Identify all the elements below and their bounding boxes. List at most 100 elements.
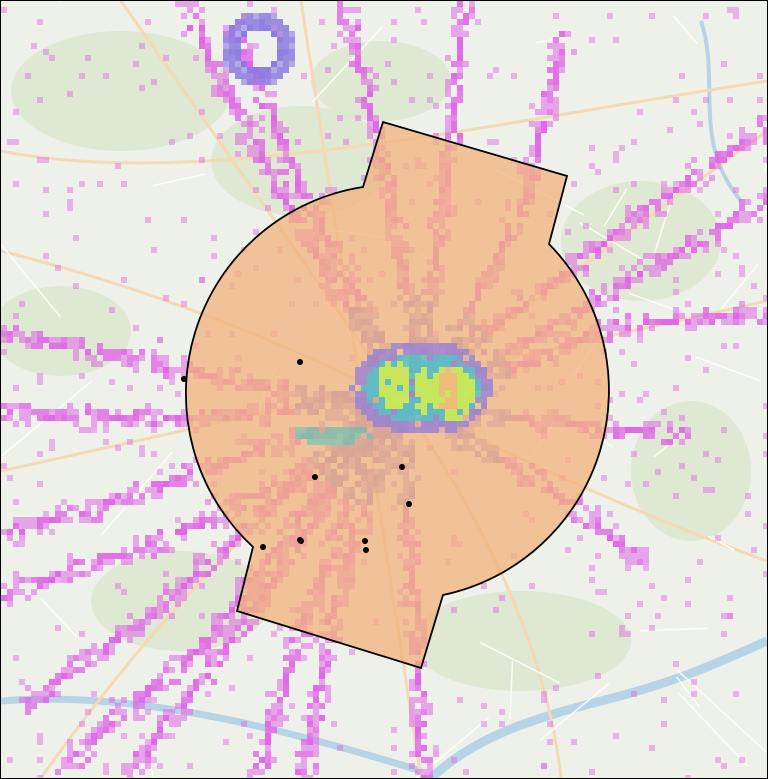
track-cell (295, 649, 301, 655)
track-cell (19, 523, 25, 529)
track-cell (193, 649, 199, 655)
track-cell (409, 703, 415, 709)
track-cell (271, 115, 277, 121)
track-cell (55, 517, 61, 523)
track-cell (583, 247, 589, 253)
track-cell (643, 421, 649, 427)
track-cell (553, 37, 559, 43)
track-cell (301, 775, 307, 778)
track-cell (205, 61, 211, 67)
track-cell (325, 649, 331, 655)
track-cell (163, 373, 169, 379)
track-cell (277, 193, 283, 199)
track-cell (169, 367, 175, 373)
track-cell (415, 715, 421, 721)
track-cell (277, 697, 283, 703)
track-cell (211, 541, 217, 547)
track-cell (7, 331, 13, 337)
track-cell (451, 31, 457, 37)
track-cell (457, 19, 463, 25)
track-cell (157, 361, 163, 367)
track-cell (271, 181, 277, 187)
track-cell (139, 493, 145, 499)
track-cell (241, 49, 247, 55)
track-cell (217, 625, 223, 631)
track-cell (265, 751, 271, 757)
track-cell (625, 283, 631, 289)
track-cell (607, 325, 613, 331)
track-cell (85, 355, 91, 361)
track-cell (679, 427, 685, 433)
track-cell (115, 637, 121, 643)
track-cell (409, 715, 415, 721)
track-cell (121, 763, 127, 769)
track-cell (313, 703, 319, 709)
track-cell (127, 769, 133, 775)
track-cell (211, 655, 217, 661)
track-cell (151, 355, 157, 361)
track-cell (67, 655, 73, 661)
track-cell (271, 127, 277, 133)
track-cell (553, 97, 559, 103)
track-cell (625, 559, 631, 565)
track-cell (133, 631, 139, 637)
track-cell (199, 43, 205, 49)
track-cell (157, 715, 163, 721)
track-cell (43, 517, 49, 523)
track-cell (415, 709, 421, 715)
track-cell (277, 715, 283, 721)
track-cell (181, 589, 187, 595)
track-cell (277, 133, 283, 139)
track-cell (211, 613, 217, 619)
track-cell (607, 295, 613, 301)
track-cell (667, 421, 673, 427)
track-cell (211, 649, 217, 655)
track-cell (307, 193, 313, 199)
track-cell (631, 265, 637, 271)
track-cell (463, 13, 469, 19)
track-cell (157, 613, 163, 619)
track-cell (217, 547, 223, 553)
track-cell (223, 85, 229, 91)
track-cell (169, 679, 175, 685)
track-cell (733, 307, 739, 313)
track-cell (361, 97, 367, 103)
track-cell (97, 721, 103, 727)
track-cell (151, 415, 157, 421)
track-cell (709, 175, 715, 181)
track-cell (151, 349, 157, 355)
track-cell (415, 697, 421, 703)
track-cell (745, 217, 751, 223)
track-cell (613, 289, 619, 295)
track-cell (457, 139, 463, 145)
track-cell (37, 529, 43, 535)
track-cell (619, 283, 625, 289)
track-cell (751, 313, 757, 319)
track-cell (751, 307, 757, 313)
track-cell (67, 661, 73, 667)
track-cell (181, 415, 187, 421)
minor-road (539, 682, 611, 741)
track-cell (271, 103, 277, 109)
track-cell (553, 73, 559, 79)
track-cell (265, 739, 271, 745)
track-cell (103, 355, 109, 361)
track-cell (187, 697, 193, 703)
track-cell (145, 697, 151, 703)
track-cell (541, 127, 547, 133)
track-cell (61, 673, 67, 679)
track-cell (421, 769, 427, 775)
track-cell (643, 313, 649, 319)
track-cell (295, 187, 301, 193)
track-cell (103, 721, 109, 727)
track-cell (667, 439, 673, 445)
track-cell (655, 319, 661, 325)
track-cell (139, 751, 145, 757)
track-cell (139, 697, 145, 703)
track-cell (295, 163, 301, 169)
track-cell (277, 145, 283, 151)
track-cell (211, 85, 217, 91)
track-cell (373, 115, 379, 121)
